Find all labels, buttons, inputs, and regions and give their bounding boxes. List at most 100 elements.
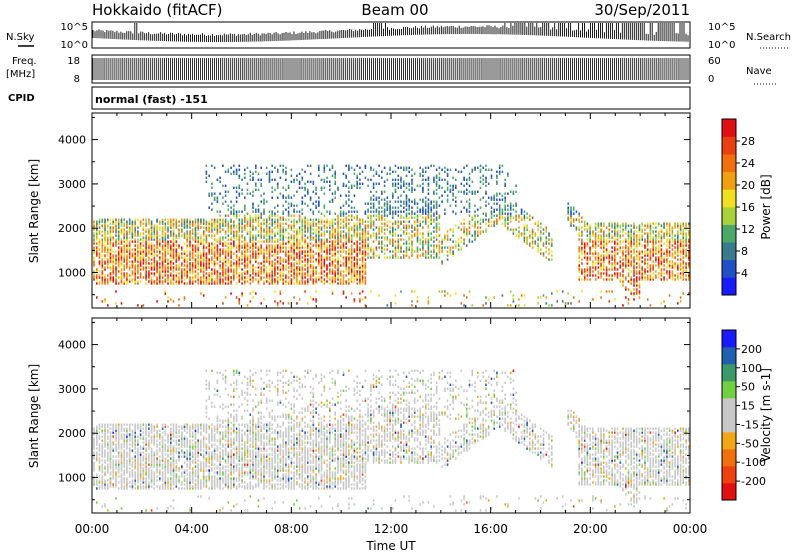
power-echo xyxy=(446,230,449,233)
power-echo xyxy=(403,184,405,187)
power-echo xyxy=(312,232,315,235)
power-echo xyxy=(403,166,405,169)
power-echo xyxy=(213,262,216,265)
power-echo xyxy=(194,220,197,223)
power-echo xyxy=(594,234,597,237)
power-echo xyxy=(386,200,389,203)
power-echo xyxy=(271,224,273,227)
power-echo xyxy=(282,268,284,271)
power-echo xyxy=(545,242,548,245)
power-echo xyxy=(249,226,252,229)
power-echo xyxy=(156,238,158,241)
power-echo xyxy=(345,220,347,223)
power-echo xyxy=(600,254,602,257)
power-echo xyxy=(307,250,309,253)
power-echo xyxy=(416,224,419,227)
power-echo xyxy=(466,234,468,237)
power-echo xyxy=(189,242,191,245)
power-echo xyxy=(515,190,517,193)
power-echo xyxy=(392,228,394,231)
power-echo xyxy=(241,192,243,195)
power-echo xyxy=(274,290,276,293)
power-echo xyxy=(126,240,128,243)
power-echo xyxy=(224,264,227,267)
power-echo xyxy=(123,252,125,255)
power-echo xyxy=(383,202,386,205)
power-echo xyxy=(600,262,602,265)
power-echo xyxy=(109,238,112,241)
power-echo xyxy=(222,224,224,227)
power-echo xyxy=(392,206,394,209)
power-echo xyxy=(257,234,260,237)
power-echo xyxy=(304,216,306,219)
power-echo xyxy=(307,236,309,239)
power-echo xyxy=(131,236,134,239)
power-echo xyxy=(235,224,238,227)
power-echo xyxy=(318,218,320,221)
power-echo xyxy=(216,250,219,253)
power-echo xyxy=(422,170,424,173)
power-echo xyxy=(219,240,221,243)
power-echo xyxy=(592,264,594,267)
power-echo xyxy=(583,272,586,275)
power-echo xyxy=(159,262,161,265)
power-echo xyxy=(345,282,347,285)
power-echo xyxy=(134,264,136,267)
power-echo xyxy=(115,220,117,223)
power-echo xyxy=(219,210,221,213)
power-echo xyxy=(252,264,254,267)
power-echo xyxy=(304,202,306,205)
power-echo xyxy=(167,250,169,253)
power-echo xyxy=(567,206,569,209)
power-echo xyxy=(389,204,391,207)
power-echo xyxy=(274,188,276,191)
power-echo xyxy=(224,268,227,271)
power-echo xyxy=(597,260,600,263)
power-echo xyxy=(605,278,608,281)
power-echo xyxy=(350,234,353,237)
power-echo xyxy=(394,252,397,255)
power-echo xyxy=(200,270,202,273)
power-echo xyxy=(353,250,356,253)
power-echo xyxy=(161,260,164,263)
power-echo xyxy=(427,234,430,237)
power-echo xyxy=(342,182,345,185)
power-echo xyxy=(430,244,432,247)
power-echo xyxy=(153,244,156,247)
power-echo xyxy=(364,236,367,239)
power-echo xyxy=(304,246,306,249)
power-echo xyxy=(224,222,227,225)
power-echo xyxy=(446,182,449,185)
power-echo xyxy=(285,276,287,279)
power-echo xyxy=(460,240,463,243)
power-echo xyxy=(466,182,468,185)
power-echo xyxy=(603,266,605,269)
power-echo xyxy=(175,244,178,247)
power-echo xyxy=(331,174,334,177)
power-echo xyxy=(556,300,558,303)
power-echo xyxy=(581,262,583,265)
power-echo xyxy=(345,222,347,225)
power-echo xyxy=(315,230,317,233)
power-echo xyxy=(356,276,358,279)
power-echo xyxy=(529,234,531,237)
power-echo xyxy=(255,250,257,253)
power-echo xyxy=(419,222,421,225)
power-echo xyxy=(301,222,304,225)
power-echo xyxy=(252,280,254,283)
power-echo xyxy=(263,210,265,213)
power-echo xyxy=(98,276,101,279)
power-echo xyxy=(427,296,430,299)
power-echo xyxy=(318,226,320,229)
power-echo xyxy=(603,222,605,225)
power-echo xyxy=(161,240,164,243)
power-echo xyxy=(235,212,238,215)
power-echo xyxy=(304,226,306,229)
power-echo xyxy=(342,234,345,237)
power-echo xyxy=(167,230,169,233)
power-echo xyxy=(197,258,199,261)
power-echo xyxy=(468,184,471,187)
power-echo xyxy=(359,234,361,237)
power-echo xyxy=(200,260,202,263)
power-echo xyxy=(271,280,273,283)
